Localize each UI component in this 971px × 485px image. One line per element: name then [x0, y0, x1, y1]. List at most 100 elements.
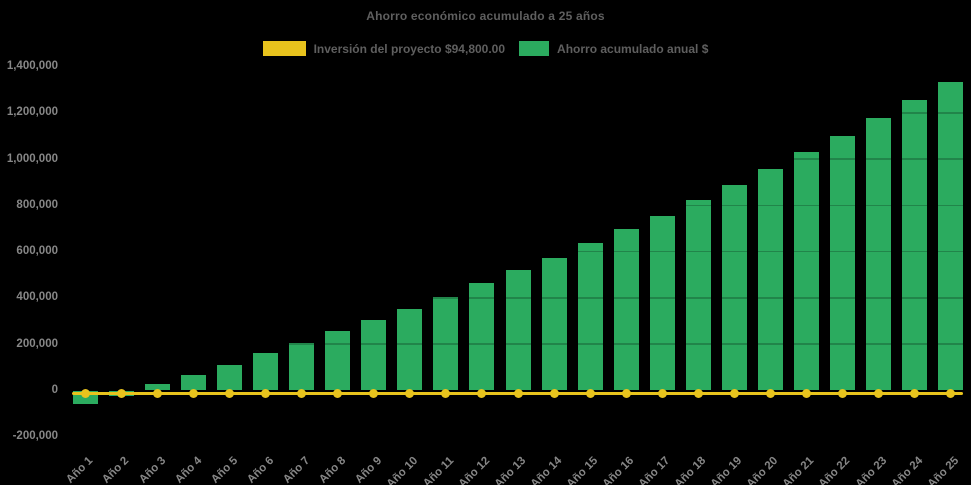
- bar-ahorro-acumulado[interactable]: [289, 343, 315, 391]
- x-axis-label: Año 2: [100, 454, 132, 485]
- investment-line-point[interactable]: [874, 388, 883, 398]
- y-axis-label: 600,000: [16, 245, 58, 258]
- y-axis-label: 1,000,000: [6, 152, 58, 165]
- bar-ahorro-acumulado[interactable]: [685, 200, 711, 391]
- investment-line-point[interactable]: [405, 388, 415, 398]
- x-axis-label: Año 15: [564, 454, 601, 485]
- bar-ahorro-acumulado[interactable]: [721, 184, 747, 391]
- x-axis-label: Año 11: [420, 454, 457, 485]
- gridline: [65, 343, 965, 345]
- x-axis-label: Año 10: [384, 454, 421, 485]
- bar-ahorro-acumulado[interactable]: [938, 81, 964, 391]
- bar-ahorro-acumulado[interactable]: [433, 296, 459, 391]
- investment-line-point[interactable]: [225, 388, 235, 398]
- investment-line-point[interactable]: [441, 388, 451, 398]
- x-axis-label: Año 17: [636, 454, 673, 485]
- gridline: [65, 158, 965, 160]
- x-axis-label: Año 14: [528, 454, 565, 485]
- investment-line-point[interactable]: [657, 388, 667, 398]
- y-axis-label: 800,000: [16, 198, 58, 211]
- bar-ahorro-acumulado[interactable]: [793, 152, 819, 391]
- investment-line-point[interactable]: [585, 388, 595, 398]
- investment-line-point[interactable]: [116, 388, 126, 398]
- x-axis-label: Año 12: [456, 454, 493, 485]
- bar-ahorro-acumulado[interactable]: [397, 308, 423, 391]
- investment-line-point[interactable]: [765, 388, 775, 398]
- x-axis-label: Año 18: [672, 454, 709, 485]
- gridline: [65, 250, 965, 253]
- x-axis-label: Año 7: [280, 454, 312, 485]
- gridline: [65, 297, 965, 299]
- x-axis-label: Año 24: [889, 454, 925, 485]
- bar-ahorro-acumulado[interactable]: [145, 384, 170, 391]
- x-axis-label: Año 1: [64, 454, 96, 485]
- investment-line-point[interactable]: [80, 388, 90, 398]
- x-axis-label: Año 3: [136, 454, 168, 485]
- x-axis-label: Año 4: [172, 454, 204, 485]
- legend-item-savings[interactable]: Ahorro acumulado anual $: [519, 41, 708, 56]
- investment-line-point[interactable]: [801, 388, 811, 398]
- investment-line-point[interactable]: [477, 388, 487, 398]
- investment-line-point[interactable]: [910, 388, 920, 398]
- investment-line-point[interactable]: [333, 388, 343, 398]
- investment-line-point[interactable]: [549, 388, 559, 398]
- investment-line-point[interactable]: [621, 388, 631, 398]
- y-axis-label: -200,000: [12, 430, 58, 443]
- gridline: [65, 112, 965, 114]
- bar-ahorro-acumulado[interactable]: [361, 320, 387, 391]
- bar-ahorro-acumulado[interactable]: [469, 283, 495, 391]
- investment-line-point[interactable]: [729, 388, 739, 398]
- x-axis-label: Año 8: [316, 454, 348, 485]
- gridline: [65, 436, 965, 438]
- x-axis-label: Año 16: [600, 454, 637, 485]
- bar-ahorro-acumulado[interactable]: [541, 258, 567, 391]
- bar-ahorro-acumulado[interactable]: [325, 331, 351, 391]
- gridline: [65, 65, 965, 68]
- investment-swatch-icon: [262, 41, 306, 56]
- bar-ahorro-acumulado[interactable]: [757, 169, 783, 391]
- investment-line-point[interactable]: [369, 388, 379, 398]
- x-axis-label: Año 22: [817, 454, 853, 485]
- legend-label-investment: Inversión del proyecto $94,800.00: [313, 41, 506, 56]
- x-axis-label: Año 5: [208, 454, 240, 485]
- y-axis-label: 1,200,000: [6, 106, 58, 119]
- investment-line-point[interactable]: [513, 388, 523, 398]
- gridline: [65, 204, 965, 207]
- y-axis-label: 200,000: [16, 337, 58, 350]
- legend: Inversión del proyecto $94,800.00 Ahorro…: [0, 41, 971, 56]
- bar-ahorro-acumulado[interactable]: [217, 364, 243, 391]
- bar-ahorro-acumulado[interactable]: [866, 118, 891, 391]
- x-axis-label: Año 6: [244, 454, 276, 485]
- investment-line-point[interactable]: [261, 388, 271, 398]
- bar-ahorro-acumulado[interactable]: [829, 135, 855, 391]
- legend-item-investment[interactable]: Inversión del proyecto $94,800.00: [262, 41, 506, 56]
- legend-label-savings: Ahorro acumulado anual $: [557, 41, 709, 56]
- investment-line-point[interactable]: [837, 388, 847, 398]
- x-axis-label: Año 9: [352, 454, 385, 485]
- x-axis-label: Año 20: [744, 454, 781, 485]
- savings-swatch-icon: [519, 41, 550, 56]
- investment-line-point[interactable]: [946, 388, 956, 398]
- investment-line-point[interactable]: [693, 388, 703, 398]
- x-axis-label: Año 23: [853, 454, 889, 485]
- bar-ahorro-acumulado[interactable]: [505, 270, 531, 391]
- bar-ahorro-acumulado[interactable]: [613, 229, 639, 391]
- investment-line-point[interactable]: [189, 388, 199, 398]
- investment-line-point[interactable]: [153, 388, 162, 398]
- y-axis-label: 1,400,000: [6, 60, 58, 73]
- x-axis-label: Año 13: [492, 454, 529, 485]
- y-axis-label: 0: [51, 384, 58, 396]
- x-axis-label: Año 19: [708, 454, 745, 485]
- investment-line-point[interactable]: [297, 388, 307, 398]
- bar-ahorro-acumulado[interactable]: [181, 374, 207, 391]
- x-axis-label: Año 21: [781, 454, 817, 485]
- bar-ahorro-acumulado[interactable]: [577, 243, 603, 391]
- bar-ahorro-acumulado[interactable]: [649, 215, 675, 391]
- bar-ahorro-acumulado[interactable]: [253, 353, 279, 391]
- bar-ahorro-acumulado[interactable]: [902, 100, 928, 391]
- chart-title: Ahorro económico acumulado a 25 años: [366, 9, 605, 23]
- x-axis-label: Año 25: [925, 454, 961, 485]
- y-axis-label: 400,000: [16, 291, 58, 304]
